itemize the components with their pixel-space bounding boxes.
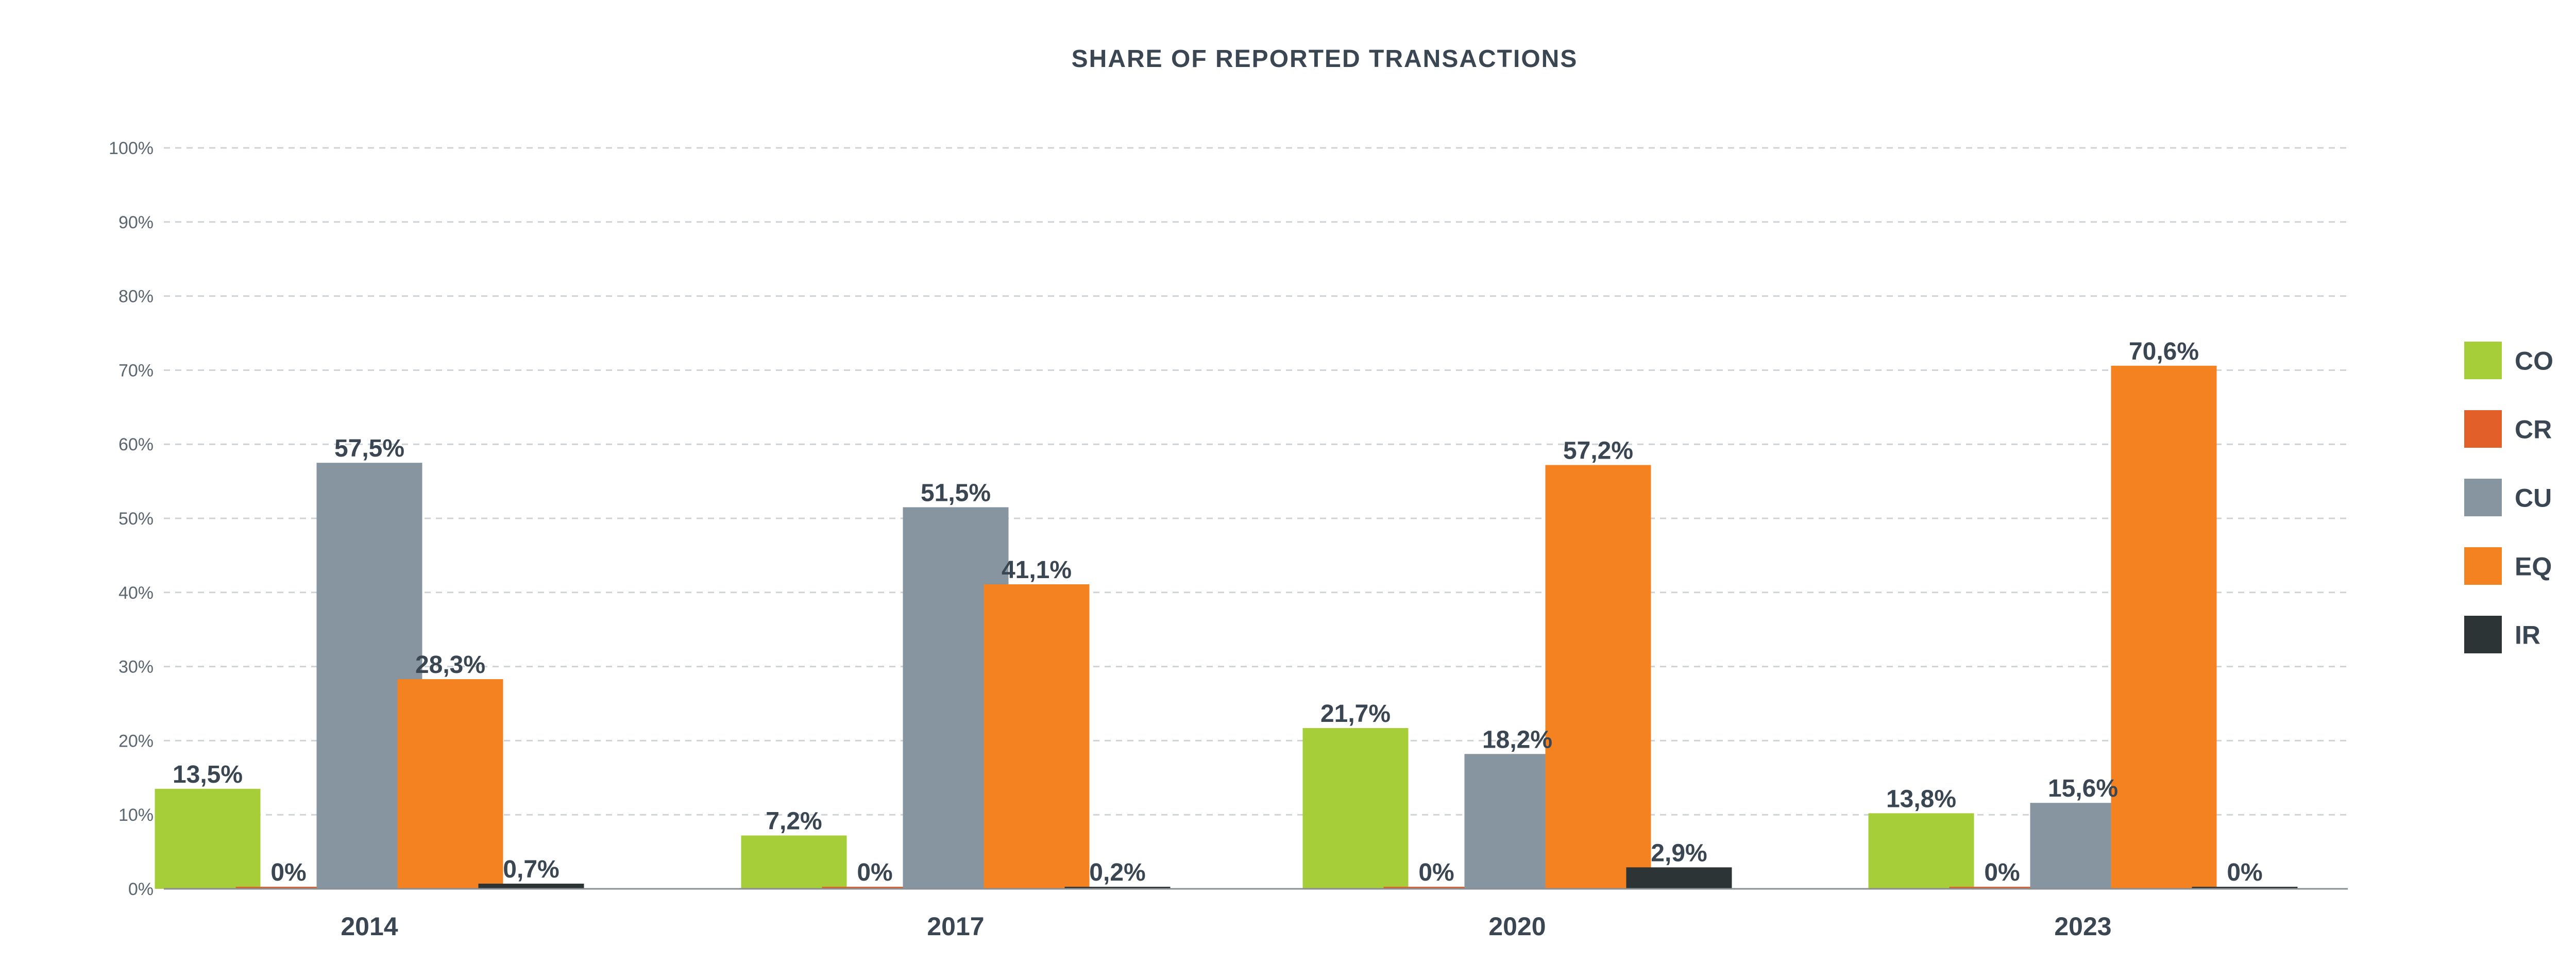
data-labels: 13,5% 0% 57,5% 28,3% 0,7% 7,2% 0% 51,5% 41,1% 0,2… [173,338,2263,886]
bar-co-2014 [155,788,261,889]
bar-cr-2017 [822,887,928,889]
legend-swatch-ir [2464,616,2502,653]
y-tick-label: 20% [118,731,154,751]
legend-label-ir: IR [2515,621,2540,650]
y-tick-label: 100% [109,139,154,158]
bars [155,365,2298,889]
data-label-co-2014: 13,5% [173,761,243,788]
data-label-eq-2014: 28,3% [415,651,485,679]
data-label-ir-2020: 2,9% [1651,839,1707,867]
legend-swatch-co [2464,342,2502,379]
bar-co-2023 [1868,813,1974,889]
y-tick-label: 40% [118,583,154,603]
bar-eq-2014 [397,679,503,889]
x-tick-label: 2020 [1488,912,1546,941]
data-label-cr-2020: 0% [1418,859,1454,886]
bar-cr-2020 [1383,887,1489,889]
data-label-cu-2017: 51,5% [921,479,991,507]
y-tick-label: 30% [118,657,154,677]
data-label-cu-2023: 15,6% [2048,775,2118,802]
data-label-ir-2014: 0,7% [503,856,559,883]
bar-ir-2014 [478,883,584,889]
y-tick-label: 80% [118,287,154,307]
chart-title: SHARE OF REPORTED TRANSACTIONS [1072,45,1578,73]
bar-ir-2023 [2192,887,2298,889]
x-tick-label: 2023 [2054,912,2111,941]
data-label-eq-2023: 70,6% [2129,338,2199,365]
data-label-ir-2017: 0,2% [1089,859,1145,886]
data-label-cr-2014: 0% [270,859,306,886]
data-label-eq-2017: 41,1% [1002,556,1072,584]
bar-eq-2017 [984,584,1090,889]
x-tick-label: 2017 [927,912,984,941]
data-label-eq-2020: 57,2% [1563,437,1633,464]
bar-eq-2020 [1545,465,1651,889]
data-label-cu-2014: 57,5% [334,435,404,462]
bar-eq-2023 [2111,365,2217,889]
legend-swatch-cr [2464,410,2502,448]
data-label-cu-2020: 18,2% [1482,726,1552,753]
bar-ir-2020 [1626,867,1732,889]
legend-label-cu: CU [2515,484,2552,513]
gridlines [164,147,2348,816]
legend: CO CR CU EQ IR [2464,342,2553,653]
y-tick-label: 90% [118,213,154,232]
bar-cr-2023 [1949,887,2055,889]
y-tick-label: 60% [118,435,154,454]
legend-label-co: CO [2515,347,2553,376]
legend-swatch-cu [2464,479,2502,516]
x-tick-label: 2014 [341,912,398,941]
legend-swatch-eq [2464,547,2502,585]
data-label-cr-2023: 0% [1984,859,2020,886]
data-label-ir-2023: 0% [2227,859,2262,886]
data-label-co-2023: 13,8% [1886,785,1956,813]
y-tick-label: 0% [128,880,154,899]
data-label-cr-2017: 0% [857,859,892,886]
data-label-co-2020: 21,7% [1320,700,1391,728]
y-tick-label: 70% [118,361,154,380]
y-tick-label: 10% [118,805,154,825]
data-label-co-2017: 7,2% [766,807,822,835]
legend-label-cr: CR [2515,415,2552,444]
y-axis-ticks: 0% 10% 20% 30% 40% 50% 60% 70% 80% 90% 100% [109,139,154,899]
legend-label-eq: EQ [2515,552,2552,581]
bar-ir-2017 [1064,887,1171,889]
bar-co-2017 [741,835,847,889]
x-axis-ticks: 2014 2017 2020 2023 [341,912,2111,941]
bar-co-2020 [1302,728,1409,889]
y-tick-label: 50% [118,509,154,529]
bar-cr-2014 [235,887,342,889]
